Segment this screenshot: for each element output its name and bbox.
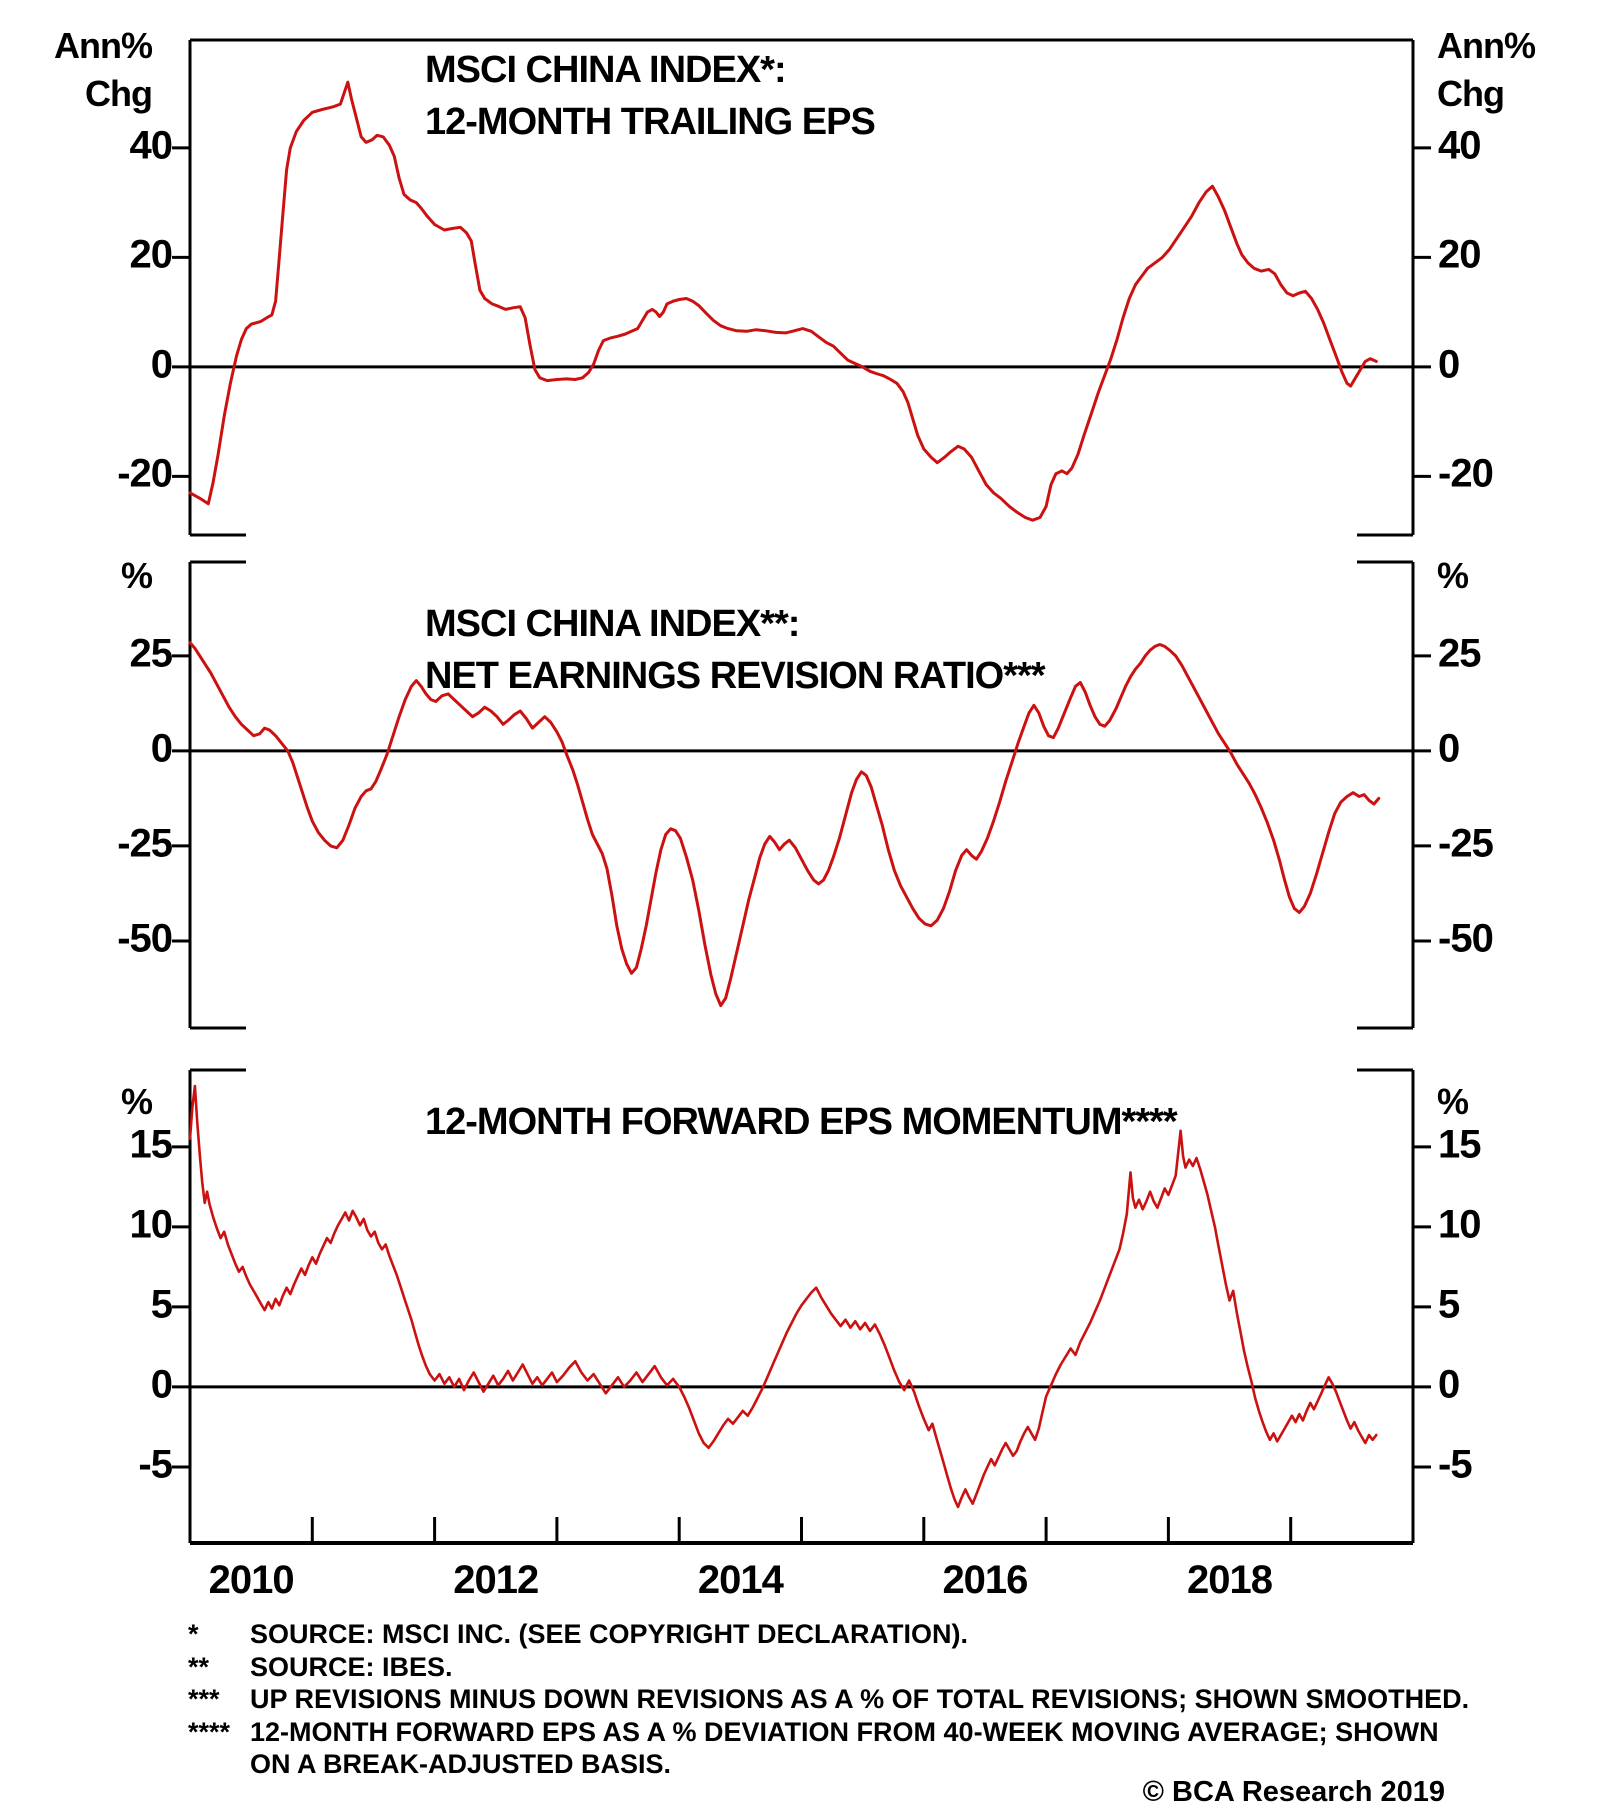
net-earnings-revision-ratio-series-line (188, 641, 1381, 1008)
y-tick-label-left: 40 (129, 123, 174, 168)
y-tick-label-right: -20 (1438, 452, 1494, 497)
chart1-unit-right-line2: Chg (1437, 73, 1505, 114)
y-tick-label-left: 5 (150, 1282, 173, 1327)
y-tick-label-left: -20 (117, 452, 173, 497)
y-tick-label-right: 15 (1438, 1122, 1481, 1167)
footnotes: * SOURCE: MSCI INC. (SEE COPYRIGHT DECLA… (188, 1618, 1488, 1781)
footnote-text: SOURCE: IBES. (250, 1651, 453, 1682)
copyright: © BCA Research 2019 (1142, 1776, 1445, 1808)
chart2-unit-left-line1: % (120, 555, 153, 596)
chart1-unit-right-line1: Ann% (1437, 25, 1536, 66)
chart2-title-line1: MSCI CHINA INDEX**: (425, 603, 800, 645)
x-year-label: 2016 (942, 1558, 1028, 1602)
chart3-unit-right: % (1437, 1078, 1469, 1126)
footnote-text: UP REVISIONS MINUS DOWN REVISIONS AS A %… (250, 1684, 1470, 1715)
footnote-marker: **** (188, 1716, 231, 1747)
x-year-label: 2018 (1187, 1558, 1273, 1602)
y-tick-label-right: 5 (1438, 1282, 1460, 1327)
forward-eps-momentum-series-line (188, 1084, 1378, 1509)
trailing-eps-series-line (188, 80, 1378, 522)
footnote-marker: * (188, 1619, 199, 1649)
y-tick-label-right: 0 (1438, 342, 1460, 387)
footnote-text: SOURCE: MSCI INC. (SEE COPYRIGHT DECLARA… (250, 1619, 969, 1649)
chart1-unit-left-line2: Chg (85, 73, 153, 114)
chart3-unit-right-line1: % (1437, 1081, 1469, 1122)
chart3-title: 12-MONTH FORWARD EPS MOMENTUM**** (425, 1096, 1178, 1148)
y-tick-label-right: 0 (1438, 1362, 1460, 1407)
y-tick-label-right: 25 (1438, 631, 1481, 676)
chart2-title: MSCI CHINA INDEX**: NET EARNINGS REVISIO… (425, 598, 1046, 702)
y-tick-label-left: -25 (117, 821, 173, 866)
chart2-unit-right: % (1437, 552, 1469, 600)
y-tick-label-left: 15 (129, 1122, 174, 1167)
footnote-line: ** SOURCE: IBES. (188, 1651, 1488, 1684)
y-tick-label-right: -50 (1438, 916, 1494, 961)
y-tick-label-right: 0 (1438, 726, 1460, 771)
chart3-unit-left: % (0, 1078, 153, 1126)
y-tick-label-right: 40 (1438, 123, 1481, 168)
chart2-unit-left: % (0, 552, 153, 600)
x-year-label: 2014 (697, 1558, 784, 1602)
y-tick-label-right: 20 (1438, 233, 1481, 278)
footnote-marker: ** (188, 1651, 210, 1682)
footnote-line: ON A BREAK-ADJUSTED BASIS. (188, 1748, 1488, 1781)
chart1-title: MSCI CHINA INDEX*: 12-MONTH TRAILING EPS (425, 44, 876, 148)
footnote-text: ON A BREAK-ADJUSTED BASIS. (250, 1749, 672, 1780)
chart1-title-line1: MSCI CHINA INDEX*: (425, 49, 787, 91)
y-tick-label-left: 0 (150, 1362, 173, 1407)
y-tick-label-left: 20 (129, 233, 174, 278)
footnote-line: *** UP REVISIONS MINUS DOWN REVISIONS AS… (188, 1683, 1488, 1716)
footnote-text: 12-MONTH FORWARD EPS AS A % DEVIATION FR… (250, 1716, 1439, 1747)
y-tick-label-left: 10 (129, 1202, 174, 1247)
y-tick-label-left: 0 (150, 342, 173, 387)
y-tick-label-right: 10 (1438, 1202, 1481, 1247)
footnote-line: **** 12-MONTH FORWARD EPS AS A % DEVIATI… (188, 1716, 1488, 1749)
y-tick-label-left: 0 (150, 726, 173, 771)
chart2-unit-right-line1: % (1437, 555, 1469, 596)
chart1-unit-left-line1: Ann% (54, 25, 153, 66)
footnote-marker: *** (188, 1684, 220, 1715)
y-tick-label-left: 25 (129, 631, 174, 676)
chart1-unit-right: Ann% Chg (1437, 22, 1536, 118)
chart3-title-line1: 12-MONTH FORWARD EPS MOMENTUM**** (425, 1101, 1178, 1143)
footnote-line: * SOURCE: MSCI INC. (SEE COPYRIGHT DECLA… (188, 1618, 1488, 1651)
y-tick-label-left: -50 (117, 916, 173, 961)
chart3-unit-left-line1: % (120, 1081, 153, 1122)
chart2-title-line2: NET EARNINGS REVISION RATIO*** (425, 655, 1046, 697)
chart1-title-line2: 12-MONTH TRAILING EPS (425, 101, 876, 143)
chart1-unit-left: Ann% Chg (0, 22, 153, 118)
x-year-label: 2010 (208, 1558, 295, 1602)
y-tick-label-right: -5 (1438, 1442, 1473, 1487)
y-tick-label-right: -25 (1438, 821, 1494, 866)
y-tick-label-left: -5 (138, 1442, 173, 1487)
x-year-label: 2012 (453, 1558, 539, 1602)
